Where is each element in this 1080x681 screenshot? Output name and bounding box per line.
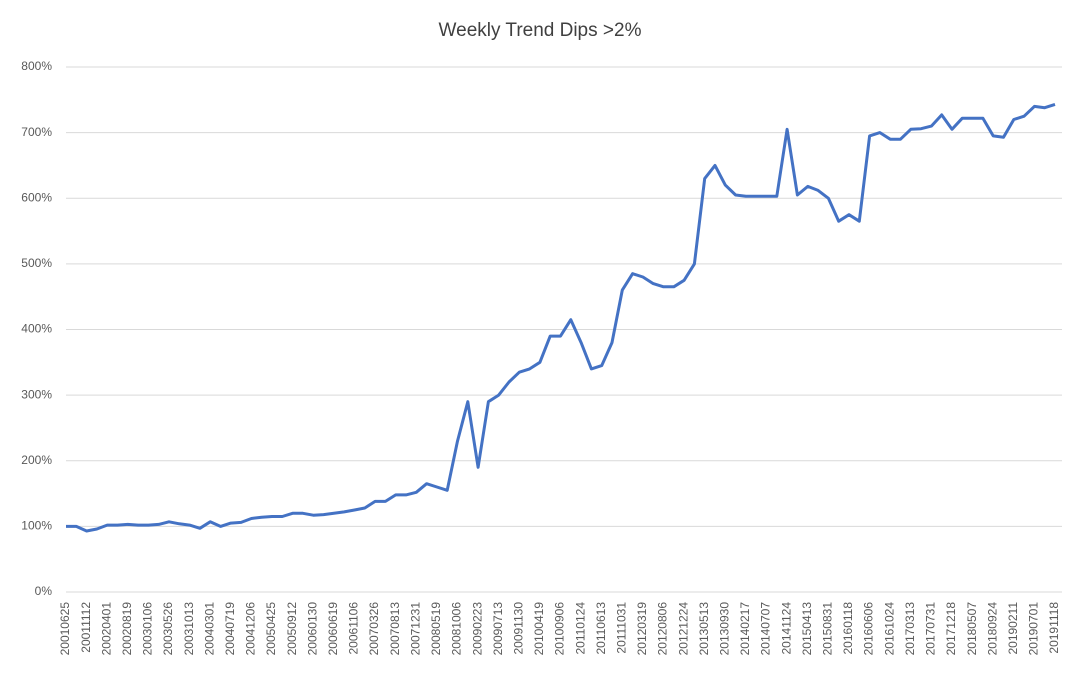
- y-tick-label: 0%: [35, 584, 53, 598]
- x-tick-label: 20061106: [347, 602, 361, 655]
- x-tick-label: 20110613: [594, 602, 608, 655]
- x-tick-label: 20180924: [985, 602, 999, 656]
- y-tick-label: 600%: [21, 190, 52, 204]
- y-tick-label: 200%: [21, 453, 52, 467]
- chart-title: Weekly Trend Dips >2%: [439, 20, 642, 41]
- x-tick-label: 20041206: [244, 602, 258, 656]
- x-tick-label: 20060619: [326, 602, 340, 656]
- x-tick-label: 20161024: [882, 602, 896, 656]
- x-tick-label: 20040301: [202, 602, 216, 656]
- x-tick-label: 20060130: [305, 602, 319, 656]
- y-tick-label: 700%: [21, 125, 52, 139]
- x-tick-label: 20020401: [99, 602, 113, 656]
- x-tick-label: 20100419: [532, 602, 546, 656]
- x-tick-label: 20141124: [779, 602, 793, 655]
- x-tick-label: 20070813: [388, 602, 402, 656]
- y-tick-label: 500%: [21, 256, 52, 270]
- x-tick-label: 20090223: [470, 602, 484, 656]
- x-tick-label: 20020819: [120, 602, 134, 656]
- x-tick-label: 20081006: [450, 602, 464, 656]
- x-tick-label: 20091130: [511, 602, 525, 655]
- x-tick-label: 20031013: [182, 602, 196, 656]
- x-tick-label: 20010625: [58, 602, 72, 656]
- x-tick-label: 20030106: [141, 602, 155, 656]
- x-tick-label: 20150413: [800, 602, 814, 656]
- x-tick-label: 20090713: [491, 602, 505, 656]
- x-tick-label: 20140217: [738, 602, 752, 656]
- x-tick-label: 20110124: [573, 602, 587, 655]
- x-tick-label: 20130513: [697, 602, 711, 656]
- x-tick-label: 20111031: [614, 602, 628, 654]
- x-tick-label: 20160606: [862, 602, 876, 656]
- y-tick-label: 800%: [21, 59, 52, 73]
- x-tick-label: 20150831: [821, 602, 835, 656]
- x-tick-label: 20160118: [841, 602, 855, 655]
- x-tick-label: 20050425: [264, 602, 278, 656]
- y-tick-label: 400%: [21, 322, 52, 336]
- x-tick-label: 20171218: [944, 602, 958, 656]
- x-tick-label: 20030526: [161, 602, 175, 656]
- x-tick-label: 20050912: [285, 602, 299, 656]
- x-tick-label: 20170731: [924, 602, 938, 656]
- x-tick-label: 20191118: [1047, 602, 1061, 654]
- series-line: [66, 102, 1056, 533]
- x-tick-label: 20070326: [367, 602, 381, 656]
- x-tick-label: 20140707: [759, 602, 773, 656]
- x-tick-label: 20071231: [408, 602, 422, 656]
- x-tick-label: 20180507: [965, 602, 979, 656]
- x-tick-label: 20080519: [429, 602, 443, 656]
- x-tick-label: 20121224: [676, 602, 690, 656]
- x-tick-label: 20130930: [718, 602, 732, 656]
- x-tick-label: 20040719: [223, 602, 237, 656]
- x-tick-label: 20120806: [656, 602, 670, 656]
- x-tick-label: 20100906: [553, 602, 567, 656]
- x-tick-label: 20190701: [1027, 602, 1041, 656]
- y-tick-label: 300%: [21, 387, 52, 401]
- x-tick-label: 20120319: [635, 602, 649, 656]
- y-tick-label: 100%: [21, 519, 52, 533]
- x-tick-label: 20170313: [903, 602, 917, 656]
- x-tick-label: 20011112: [79, 602, 93, 653]
- x-tick-label: 20190211: [1006, 602, 1020, 655]
